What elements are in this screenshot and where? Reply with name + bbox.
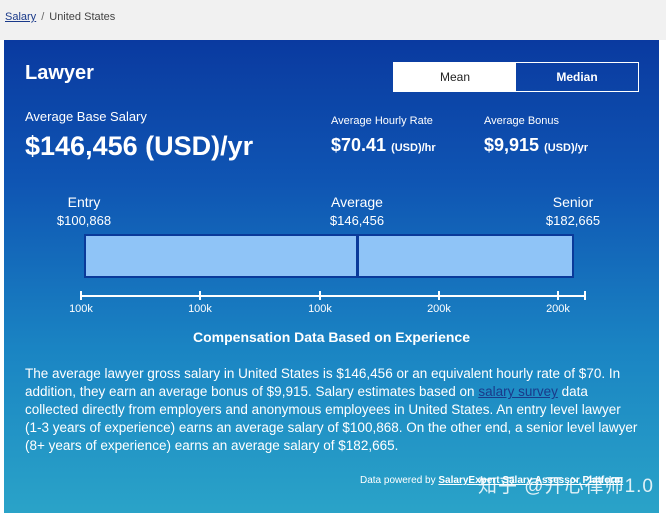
axis-tick xyxy=(80,291,82,300)
level-senior-label: Senior xyxy=(552,194,594,210)
powered-by-prefix: Data powered by xyxy=(360,475,439,486)
mean-toggle-button[interactable]: Mean xyxy=(394,63,516,91)
description-text-2: data collected directly from employers a… xyxy=(25,384,638,453)
average-marker xyxy=(356,234,359,278)
axis-tick xyxy=(584,291,586,300)
breadcrumb-current: United States xyxy=(49,11,116,23)
axis-tick-label: 200k xyxy=(427,303,451,315)
mean-median-toggle: Mean Median xyxy=(393,62,639,92)
breadcrumb: Salary / United States xyxy=(5,11,115,23)
breadcrumb-bar: Salary / United States xyxy=(0,0,666,40)
level-entry: Entry $100,868 xyxy=(49,194,119,228)
hourly-rate-value: $70.41 (USD)/hr xyxy=(331,135,436,156)
level-entry-amount: $100,868 xyxy=(56,213,112,228)
axis-tick xyxy=(438,291,440,300)
watermark: 知乎 @开心律师1.0 xyxy=(478,476,654,497)
salary-panel: Lawyer Mean Median Average Base Salary $… xyxy=(4,40,659,513)
average-salary-label: Average Base Salary xyxy=(25,109,147,124)
description-text-1: The average lawyer gross salary in Unite… xyxy=(25,366,621,399)
axis-tick-label: 100k xyxy=(188,303,212,315)
breadcrumb-salary-link[interactable]: Salary xyxy=(5,11,37,23)
axis-tick xyxy=(557,291,559,300)
axis-tick-label: 100k xyxy=(308,303,332,315)
compensation-heading: Compensation Data Based on Experience xyxy=(193,329,470,345)
axis-tick xyxy=(319,291,321,300)
level-average-label: Average xyxy=(331,194,383,210)
level-average-amount: $146,456 xyxy=(329,213,385,228)
axis-tick xyxy=(199,291,201,300)
median-toggle-button[interactable]: Median xyxy=(556,70,598,84)
bonus-amount: $9,915 xyxy=(484,135,540,155)
salary-range-bar xyxy=(84,234,574,278)
average-salary-value: $146,456 (USD)/yr xyxy=(25,131,254,161)
bonus-label: Average Bonus xyxy=(484,115,560,127)
axis-tick-label: 200k xyxy=(546,303,570,315)
level-senior: Senior $182,665 xyxy=(534,194,612,228)
job-title: Lawyer xyxy=(25,62,94,84)
bonus-value: $9,915 (USD)/yr xyxy=(484,135,588,156)
axis-tick-label: 100k xyxy=(69,303,93,315)
level-senior-amount: $182,665 xyxy=(545,213,601,228)
hourly-rate-amount: $70.41 xyxy=(331,135,387,155)
salaryexpert-link[interactable]: SalaryExpert Salary Assessor Platform xyxy=(438,475,624,486)
hourly-rate-unit: (USD)/hr xyxy=(391,142,436,154)
bonus-unit: (USD)/yr xyxy=(544,142,589,154)
salary-description: The average lawyer gross salary in Unite… xyxy=(25,365,641,455)
hourly-rate-label: Average Hourly Rate xyxy=(331,115,433,127)
level-entry-label: Entry xyxy=(67,194,101,210)
salary-survey-link[interactable]: salary survey xyxy=(478,384,558,399)
level-average: Average $146,456 xyxy=(318,194,396,228)
breadcrumb-separator: / xyxy=(41,11,45,23)
powered-by: Data powered by SalaryExpert Salary Asse… xyxy=(360,475,623,486)
salary-axis xyxy=(80,295,586,297)
